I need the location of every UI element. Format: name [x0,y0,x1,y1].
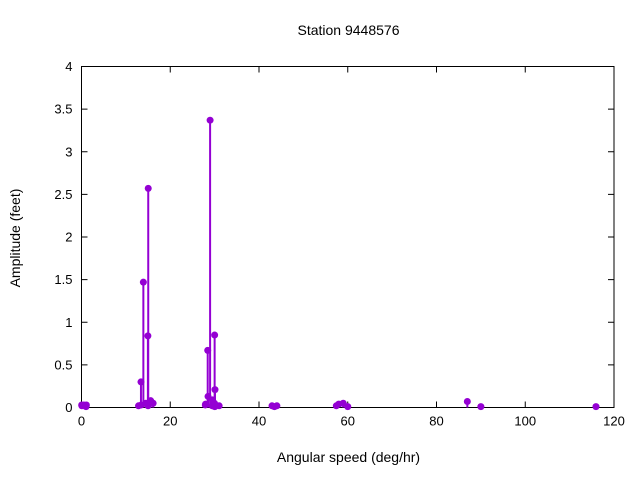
data-point [144,332,152,340]
y-tick-label: 1.5 [54,272,72,287]
data-point [477,403,485,411]
data-point [82,401,90,409]
y-tick-label: 2 [65,230,72,245]
data-point [211,331,219,339]
data-point [273,402,281,410]
plot-border [81,66,615,408]
data-point [137,378,145,386]
data-point [144,184,152,192]
x-tick-label: 120 [603,414,625,429]
y-tick-label: 0 [65,400,72,415]
y-axis-label: Amplitude (feet) [7,188,23,288]
x-tick-label: 100 [514,414,536,429]
y-tick-label: 3 [65,144,72,159]
data-point [344,403,352,411]
data-point [149,399,157,407]
x-tick-label: 0 [78,414,85,429]
y-tick-label: 2.5 [54,187,72,202]
x-tick-label: 40 [252,414,266,429]
data-point [139,278,147,286]
data-point [206,116,214,124]
x-tick-label: 80 [429,414,443,429]
data-point [592,403,600,411]
data-point [463,398,471,406]
data-point [215,402,223,410]
y-tick-label: 0.5 [54,357,72,372]
chart-title: Station 9448576 [297,22,400,38]
y-tick-label: 3.5 [54,102,72,117]
data-point [204,346,212,354]
data-point [202,400,210,408]
data-point [211,386,219,394]
y-tick-label: 1 [65,315,72,330]
x-tick-label: 60 [341,414,355,429]
y-tick-label: 4 [65,59,72,74]
x-axis-label: Angular speed (deg/hr) [276,449,421,465]
x-tick-label: 20 [163,414,177,429]
